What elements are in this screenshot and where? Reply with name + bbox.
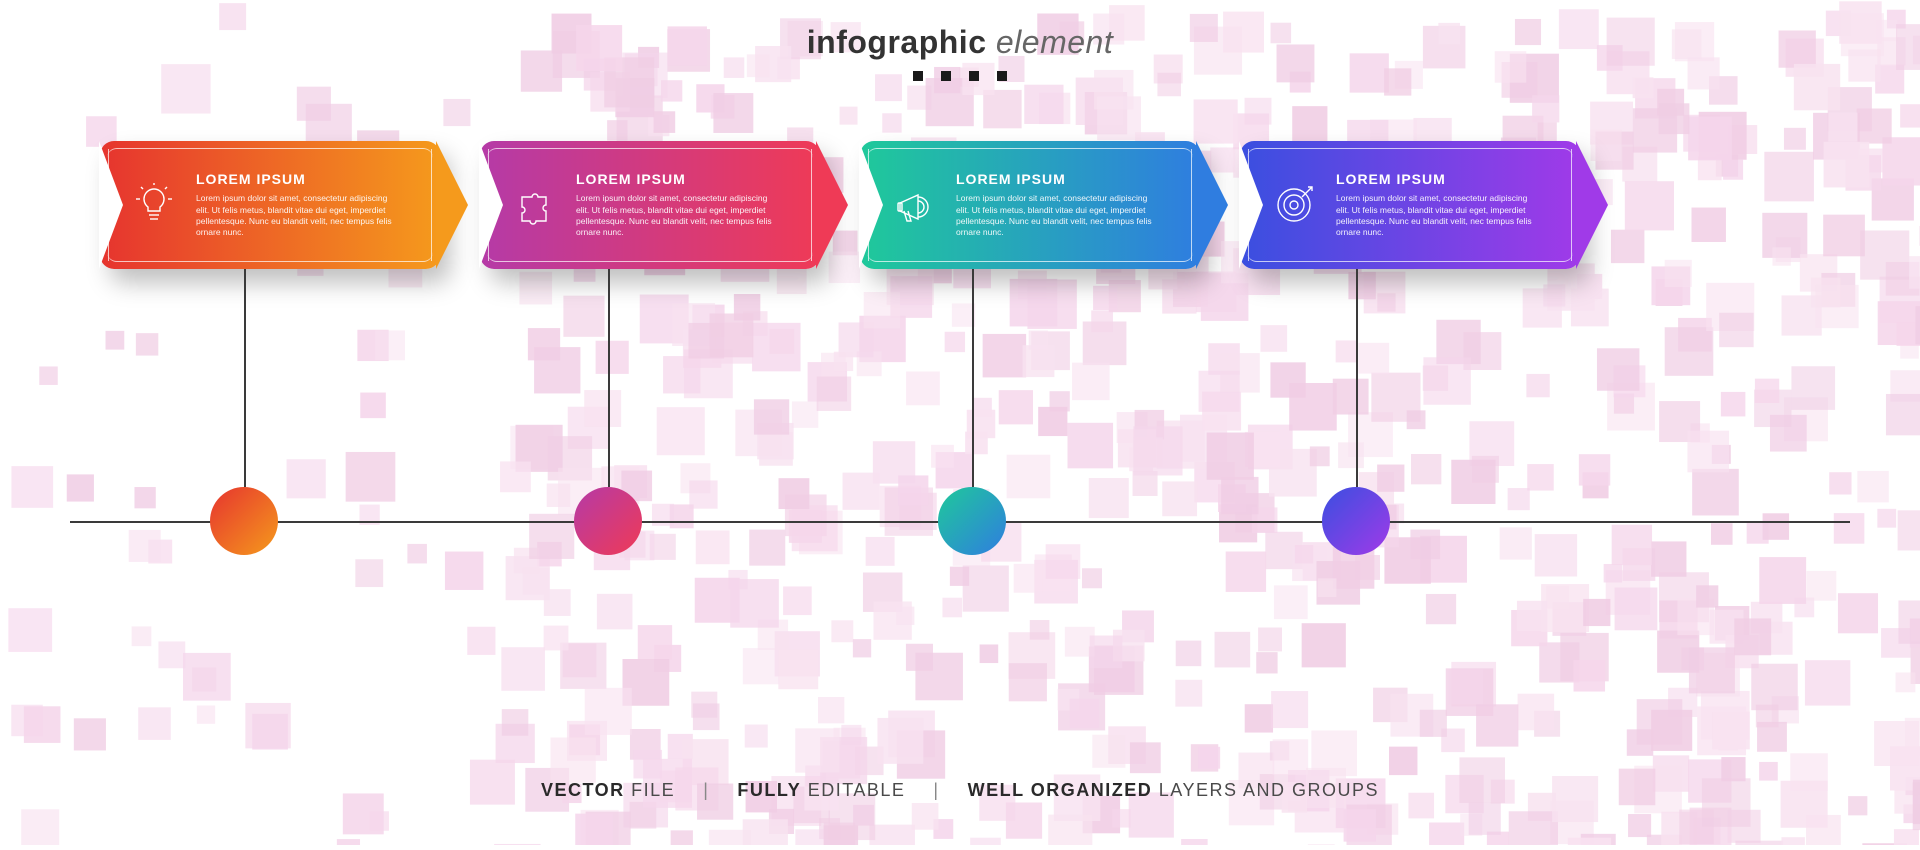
title-dot [969, 71, 979, 81]
timeline-step-3: LOREM IPSUM Lorem ipsum dolor sit amet, c… [860, 141, 1220, 269]
step-connector [608, 269, 610, 487]
title-bold: infographic [807, 24, 987, 60]
title-dot [997, 71, 1007, 81]
megaphone-icon [890, 181, 938, 229]
step-connector [972, 269, 974, 487]
timeline-step-4: LOREM IPSUM Lorem ipsum dolor sit amet, c… [1240, 141, 1600, 269]
step-card: LOREM IPSUM Lorem ipsum dolor sit amet, c… [860, 141, 1200, 269]
step-connector [1356, 269, 1358, 487]
page-title: infographic element [0, 24, 1920, 61]
timeline-step-2: LOREM IPSUM Lorem ipsum dolor sit amet, c… [480, 141, 840, 269]
puzzle-icon [510, 181, 558, 229]
footer-text: EDITABLE [801, 780, 905, 800]
footer-text: LAYERS AND GROUPS [1152, 780, 1379, 800]
footer-text: FILE [625, 780, 676, 800]
header: infographic element [0, 0, 1920, 81]
title-italic: element [996, 24, 1113, 60]
timeline-node [210, 487, 278, 555]
step-body: Lorem ipsum dolor sit amet, consectetur … [576, 193, 780, 239]
step-connector [244, 269, 246, 487]
timeline-node [938, 487, 1006, 555]
step-title: LOREM IPSUM [956, 171, 1160, 187]
step-card: LOREM IPSUM Lorem ipsum dolor sit amet, c… [1240, 141, 1580, 269]
timeline-node [574, 487, 642, 555]
step-body: Lorem ipsum dolor sit amet, consectetur … [956, 193, 1160, 239]
footer-strong: VECTOR [541, 780, 625, 800]
title-dot [941, 71, 951, 81]
timeline-step-1: LOREM IPSUM Lorem ipsum dolor sit amet, c… [100, 141, 460, 269]
step-body: Lorem ipsum dolor sit amet, consectetur … [196, 193, 400, 239]
target-icon [1270, 181, 1318, 229]
step-title: LOREM IPSUM [576, 171, 780, 187]
timeline-node [1322, 487, 1390, 555]
footer: VECTOR FILE | FULLY EDITABLE | WELL ORGANIZE… [0, 780, 1920, 801]
title-dot [913, 71, 923, 81]
footer-strong: FULLY [737, 780, 801, 800]
step-body: Lorem ipsum dolor sit amet, consectetur … [1336, 193, 1540, 239]
title-dots [0, 71, 1920, 81]
footer-separator: | [933, 780, 939, 800]
step-card: LOREM IPSUM Lorem ipsum dolor sit amet, c… [100, 141, 440, 269]
step-title: LOREM IPSUM [196, 171, 400, 187]
timeline: LOREM IPSUM Lorem ipsum dolor sit amet, c… [0, 141, 1920, 701]
lightbulb-icon [130, 181, 178, 229]
footer-separator: | [703, 780, 709, 800]
footer-strong: WELL ORGANIZED [968, 780, 1153, 800]
step-title: LOREM IPSUM [1336, 171, 1540, 187]
step-card: LOREM IPSUM Lorem ipsum dolor sit amet, c… [480, 141, 820, 269]
